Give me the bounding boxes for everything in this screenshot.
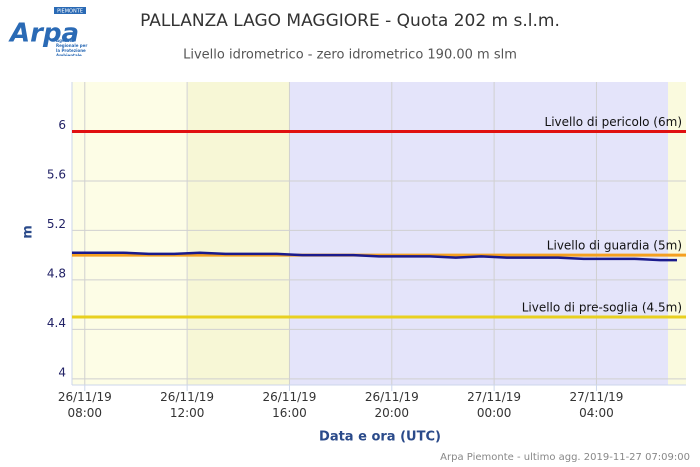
logo-badge: [54, 7, 86, 14]
y-tick-label: 4: [58, 365, 66, 379]
threshold-label: Livello di guardia (5m): [547, 239, 682, 253]
data-line: [72, 251, 677, 262]
band-day: [188, 82, 290, 385]
x-tick-label: 26/11/19 16:00: [263, 390, 317, 420]
chart-title: PALLANZA LAGO MAGGIORE - Quota 202 m s.l…: [140, 11, 560, 31]
threshold-label: Livello di pre-soglia (4.5m): [522, 300, 682, 314]
logo-region: PIEMONTE: [57, 9, 83, 15]
y-tick-label: 4.8: [47, 266, 66, 280]
threshold-label: Livello di pericolo (6m): [545, 115, 682, 129]
y-tick-label: 5.6: [47, 167, 66, 181]
logo-tagline: Agenzia Regionale per la Protezione Ambi…: [56, 38, 88, 56]
chart-subtitle: Livello idrometrico - zero idrometrico 1…: [183, 48, 517, 63]
x-tick-label: 26/11/19 20:00: [365, 390, 419, 420]
x-tick-label: 26/11/19 08:00: [58, 390, 112, 420]
credits: Arpa Piemonte - ultimo agg. 2019-11-27 0…: [440, 452, 690, 463]
band-day: [72, 82, 188, 385]
x-tick-label: 27/11/19 04:00: [570, 390, 624, 420]
logo-tagline-box: Agenzia Regionale per la Protezione Ambi…: [56, 38, 88, 56]
x-tick-label: 27/11/19 00:00: [467, 390, 521, 420]
logo: Arpa PIEMONTE Agenzia Regionale per la P…: [8, 7, 88, 56]
y-tick-label: 4.4: [47, 316, 66, 330]
band-day: [668, 82, 686, 385]
y-tick-label: 5.2: [47, 217, 66, 231]
y-axis-label: m: [21, 225, 36, 239]
x-tick-label: 26/11/19 12:00: [160, 390, 214, 420]
x-axis-label: Data e ora (UTC): [319, 430, 441, 445]
logo-name: Arpa: [8, 19, 79, 49]
y-tick-label: 6: [58, 118, 66, 132]
